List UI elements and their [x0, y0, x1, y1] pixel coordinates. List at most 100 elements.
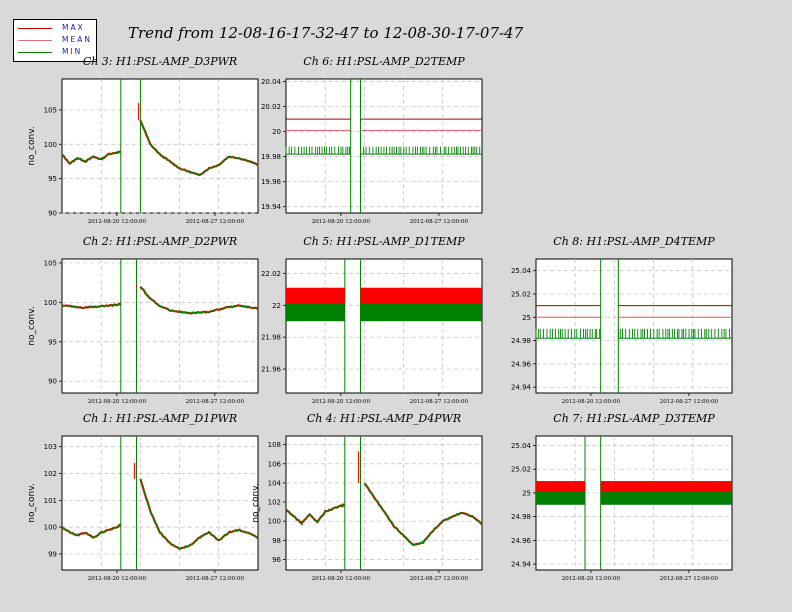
y-tick-label: 102 — [268, 499, 281, 507]
plot-area — [61, 78, 259, 214]
y-tick-label: 25.02 — [511, 466, 531, 474]
legend-label: MAX — [62, 23, 85, 32]
x-tick-label: 2012-08-27 12:00:00 — [660, 399, 719, 405]
y-tick-label: 20.04 — [261, 78, 282, 86]
page-title: Trend from 12-08-16-17-32-47 to 12-08-30… — [128, 24, 524, 42]
legend-swatch — [18, 52, 52, 53]
y-tick-label: 100 — [44, 141, 57, 149]
y-tick-label: 104 — [268, 479, 282, 487]
y-tick-label: 108 — [268, 441, 281, 449]
chart-panel-1: Ch 3: H1:PSL-AMP_D3PWR 90 95 100 105 2012-08-… — [27, 55, 259, 225]
series-min-line — [139, 478, 259, 550]
y-axis-label: no_conv. — [251, 483, 261, 522]
y-tick-label: 106 — [268, 460, 282, 468]
chart-title: Ch 1: H1:PSL-AMP_D1PWR — [83, 412, 237, 425]
series-min-line — [61, 150, 122, 165]
y-axis-label: no_conv. — [27, 306, 37, 345]
x-tick-label: 2012-08-20 12:00:00 — [312, 399, 371, 405]
chart-title: Ch 6: H1:PSL-AMP_D2TEMP — [303, 55, 465, 68]
y-tick-label: 95 — [48, 338, 57, 346]
y-axis-label: no_conv. — [27, 126, 37, 165]
y-tick-label: 25.02 — [511, 290, 531, 298]
x-tick-label: 2012-08-27 12:00:00 — [410, 576, 469, 582]
x-tick-label: 2012-08-20 12:00:00 — [88, 399, 147, 405]
y-tick-label: 96 — [272, 556, 281, 564]
plot-area — [285, 258, 483, 394]
legend-item-mean: MEAN — [18, 35, 96, 47]
legend-swatch — [18, 40, 52, 41]
chart-panel-2: Ch 6: H1:PSL-AMP_D2TEMP 19.94 19.96 19.98 20… — [261, 55, 483, 225]
legend-item-min: MIN — [18, 47, 96, 59]
legend-item-max: MAX — [18, 23, 96, 35]
legend-label: MEAN — [62, 35, 92, 44]
y-tick-label: 101 — [44, 497, 57, 505]
x-tick-label: 2012-08-27 12:00:00 — [410, 219, 469, 225]
series-min-line — [139, 120, 259, 176]
band-min — [536, 491, 585, 505]
y-tick-label: 95 — [48, 175, 57, 183]
chart-panel-8: Ch 7: H1:PSL-AMP_D3TEMP 24.94 24.96 24.98 25… — [511, 412, 733, 582]
y-tick-label: 100 — [268, 518, 281, 526]
plot-area — [285, 78, 483, 214]
band-min — [286, 303, 345, 322]
y-tick-label: 19.98 — [261, 153, 281, 161]
plot-area — [61, 435, 259, 571]
y-tick-label: 25 — [522, 314, 531, 322]
y-tick-label: 19.96 — [261, 178, 282, 186]
y-tick-label: 24.96 — [511, 360, 532, 368]
plot-area — [61, 258, 259, 394]
chart-title: Ch 7: H1:PSL-AMP_D3TEMP — [553, 412, 715, 425]
x-tick-label: 2012-08-20 12:00:00 — [562, 576, 621, 582]
y-tick-label: 105 — [44, 259, 57, 267]
chart-panel-7: Ch 4: H1:PSL-AMP_D4PWR 96 98 100 102 104 106 10… — [251, 412, 483, 582]
y-tick-label: 99 — [48, 550, 57, 558]
y-tick-label: 98 — [272, 537, 281, 545]
x-tick-label: 2012-08-20 12:00:00 — [312, 576, 371, 582]
y-tick-label: 24.94 — [511, 561, 532, 569]
y-tick-label: 20 — [272, 128, 281, 136]
x-tick-label: 2012-08-20 12:00:00 — [312, 219, 371, 225]
series-min-line — [285, 503, 345, 526]
series-min-line — [61, 523, 122, 539]
chart-title: Ch 4: H1:PSL-AMP_D4PWR — [307, 412, 461, 425]
x-tick-label: 2012-08-27 12:00:00 — [186, 399, 245, 405]
legend-swatch — [18, 28, 52, 29]
band-min — [360, 303, 482, 322]
legend-label: MIN — [62, 47, 83, 56]
band-max — [360, 287, 482, 307]
y-tick-label: 102 — [44, 470, 57, 478]
y-tick-label: 20.02 — [261, 103, 281, 111]
chart-panel-6: Ch 1: H1:PSL-AMP_D1PWR 99 100 101 102 103 2012… — [27, 412, 259, 582]
y-tick-label: 105 — [44, 106, 57, 114]
y-tick-label: 19.94 — [261, 203, 282, 211]
y-tick-label: 24.98 — [511, 513, 531, 521]
x-tick-label: 2012-08-27 12:00:00 — [410, 399, 469, 405]
y-tick-label: 100 — [44, 299, 57, 307]
series-min-line — [61, 302, 121, 309]
x-tick-label: 2012-08-20 12:00:00 — [562, 399, 621, 405]
chart-title: Ch 2: H1:PSL-AMP_D2PWR — [83, 235, 237, 248]
chart-title: Ch 5: H1:PSL-AMP_D1TEMP — [303, 235, 465, 248]
y-tick-label: 25.04 — [511, 267, 532, 275]
chart-title: Ch 3: H1:PSL-AMP_D3PWR — [83, 55, 237, 68]
series-min-line — [139, 286, 259, 315]
chart-title: Ch 8: H1:PSL-AMP_D4TEMP — [553, 235, 715, 248]
y-tick-label: 90 — [48, 210, 57, 218]
band-min — [600, 491, 732, 505]
y-tick-label: 24.94 — [511, 384, 532, 392]
y-tick-label: 22.02 — [261, 270, 281, 278]
y-tick-label: 25.04 — [511, 442, 532, 450]
y-axis-label: no_conv. — [27, 483, 37, 522]
plot-area — [285, 435, 483, 571]
x-tick-label: 2012-08-20 12:00:00 — [88, 219, 147, 225]
series-min-line — [363, 482, 483, 546]
y-tick-label: 25 — [522, 489, 531, 497]
y-tick-label: 21.96 — [261, 366, 282, 374]
legend: MAX MEAN MIN — [13, 19, 97, 62]
y-tick-label: 100 — [44, 524, 57, 532]
band-max — [286, 287, 345, 307]
y-tick-label: 22 — [272, 302, 281, 310]
x-tick-label: 2012-08-27 12:00:00 — [660, 576, 719, 582]
y-tick-label: 21.98 — [261, 334, 281, 342]
